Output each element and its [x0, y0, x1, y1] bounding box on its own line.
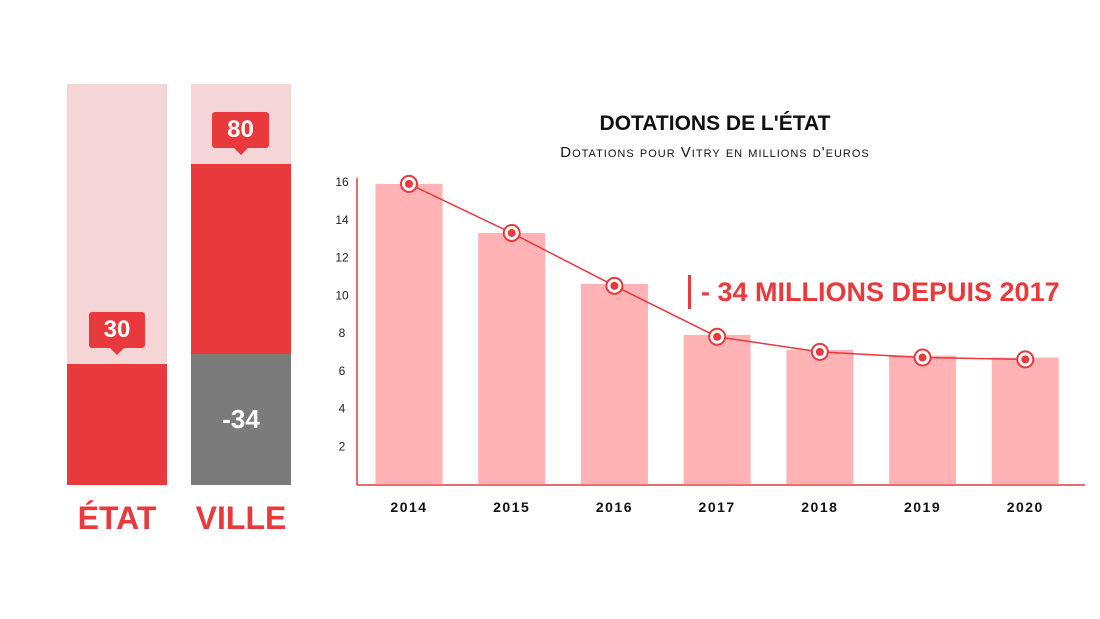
bar-2015 — [478, 232, 546, 484]
y-tick-label: 12 — [335, 251, 349, 265]
trend-marker-2017 — [713, 332, 722, 341]
y-tick-label: 10 — [335, 288, 349, 302]
bar-2019 — [889, 355, 957, 484]
trend-marker-2014 — [405, 179, 413, 188]
trend-marker-2018 — [815, 347, 824, 356]
bar-2017 — [683, 334, 751, 484]
bar-2014 — [375, 183, 443, 484]
x-tick-label: 2016 — [596, 499, 633, 515]
trend-marker-2016 — [610, 281, 619, 290]
x-tick-label: 2017 — [699, 499, 736, 515]
y-tick-label: 4 — [339, 402, 346, 416]
ville-column-fill — [191, 164, 291, 354]
ville-difference-segment — [191, 354, 291, 485]
etat-label: ÉTAT — [77, 500, 157, 536]
trend-marker-2020 — [1021, 355, 1030, 364]
x-tick-label: 2015 — [493, 499, 530, 515]
x-tick-label: 2019 — [904, 499, 941, 515]
chart-title: DOTATIONS DE L'ÉTAT — [599, 112, 831, 135]
etat-column-fill — [67, 364, 167, 485]
y-tick-label: 6 — [339, 364, 346, 378]
y-tick-label: 2 — [339, 439, 346, 453]
bar-2020 — [991, 357, 1059, 484]
chart-annotation: - 34 MILLIONS DEPUIS 2017 — [688, 275, 1060, 309]
bar-2018 — [786, 349, 854, 484]
trend-marker-2019 — [918, 353, 927, 362]
x-tick-label: 2018 — [801, 499, 838, 515]
ville-label: VILLE — [195, 500, 287, 536]
trend-marker-2015 — [507, 228, 516, 237]
x-tick-label: 2020 — [1007, 499, 1044, 515]
y-tick-label: 14 — [335, 213, 349, 227]
etat-value-bubble: 30 — [89, 312, 145, 355]
ville-value-bubble: 80 — [212, 112, 269, 155]
y-tick-label: 8 — [339, 326, 346, 340]
ville-difference-label: -34 — [222, 404, 260, 434]
x-tick-label: 2014 — [390, 499, 427, 515]
chart-subtitle: Dotations pour Vitry en millions d'euros — [560, 144, 870, 161]
y-tick-label: 16 — [335, 175, 349, 189]
bar-2016 — [580, 283, 648, 484]
